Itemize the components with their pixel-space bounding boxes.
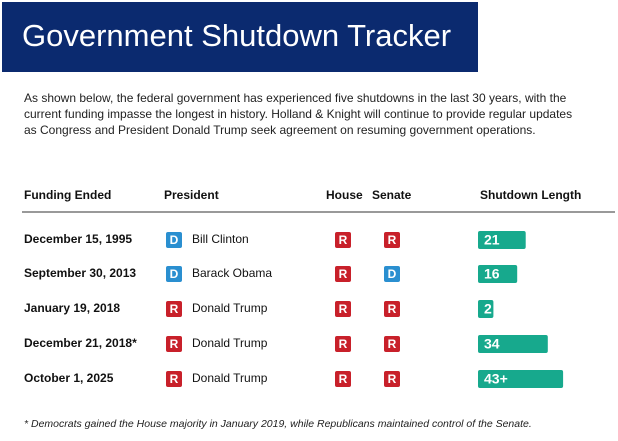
party-letter: R [388, 372, 397, 386]
funding-ended: December 15, 1995 [24, 232, 132, 246]
length-label: 34 [484, 336, 500, 352]
party-badge [335, 336, 351, 352]
party-badge [335, 266, 351, 282]
footnote: * Democrats gained the House majority in… [24, 418, 532, 430]
party-badge [166, 232, 182, 248]
column-header: Funding Ended [24, 188, 111, 202]
party-badge [166, 371, 182, 387]
column-header: President [164, 188, 219, 202]
party-badge [335, 301, 351, 317]
party-letter: R [388, 302, 397, 316]
party-badge [384, 336, 400, 352]
party-letter: R [339, 337, 348, 351]
column-header: Shutdown Length [480, 188, 581, 202]
party-letter: R [388, 337, 397, 351]
intro: As shown below, the federal government h… [24, 91, 573, 137]
party-badge [384, 266, 400, 282]
funding-ended: October 1, 2025 [24, 371, 114, 385]
party-letter: R [170, 302, 179, 316]
title: Government Shutdown Tracker [22, 18, 452, 53]
funding-ended: December 21, 2018* [24, 336, 137, 350]
length-bar [478, 265, 518, 283]
president: Donald Trump [192, 301, 268, 315]
length-bar [478, 300, 494, 318]
length-label: 21 [484, 232, 500, 248]
length-bar [478, 231, 526, 249]
party-badge [166, 336, 182, 352]
party-letter: R [170, 372, 179, 386]
length-label: 43+ [484, 371, 508, 387]
party-badge [384, 371, 400, 387]
party-letter: D [388, 267, 397, 281]
length-label: 16 [484, 266, 500, 282]
party-letter: R [388, 233, 397, 247]
party-badge [335, 371, 351, 387]
funding-ended: January 19, 2018 [24, 301, 120, 315]
length-label: 2 [484, 301, 492, 317]
party-letter: D [170, 267, 179, 281]
president: Donald Trump [192, 371, 268, 385]
party-badge [166, 301, 182, 317]
party-letter: R [339, 302, 348, 316]
party-badge [384, 232, 400, 248]
party-badge [384, 301, 400, 317]
funding-ended: September 30, 2013 [24, 266, 136, 280]
party-letter: R [170, 337, 179, 351]
party-letter: R [339, 267, 348, 281]
party-letter: R [339, 372, 348, 386]
length-bar [478, 370, 564, 388]
party-badge [166, 266, 182, 282]
president: Donald Trump [192, 336, 268, 350]
length-bar [478, 335, 548, 353]
party-letter: D [170, 233, 179, 247]
column-header: House [326, 188, 363, 202]
banner: Government Shutdown Tracker [2, 2, 478, 72]
party-letter: R [339, 233, 348, 247]
column-header: Senate [372, 188, 412, 202]
president: Bill Clinton [192, 232, 249, 246]
president: Barack Obama [192, 266, 272, 280]
party-badge [335, 232, 351, 248]
